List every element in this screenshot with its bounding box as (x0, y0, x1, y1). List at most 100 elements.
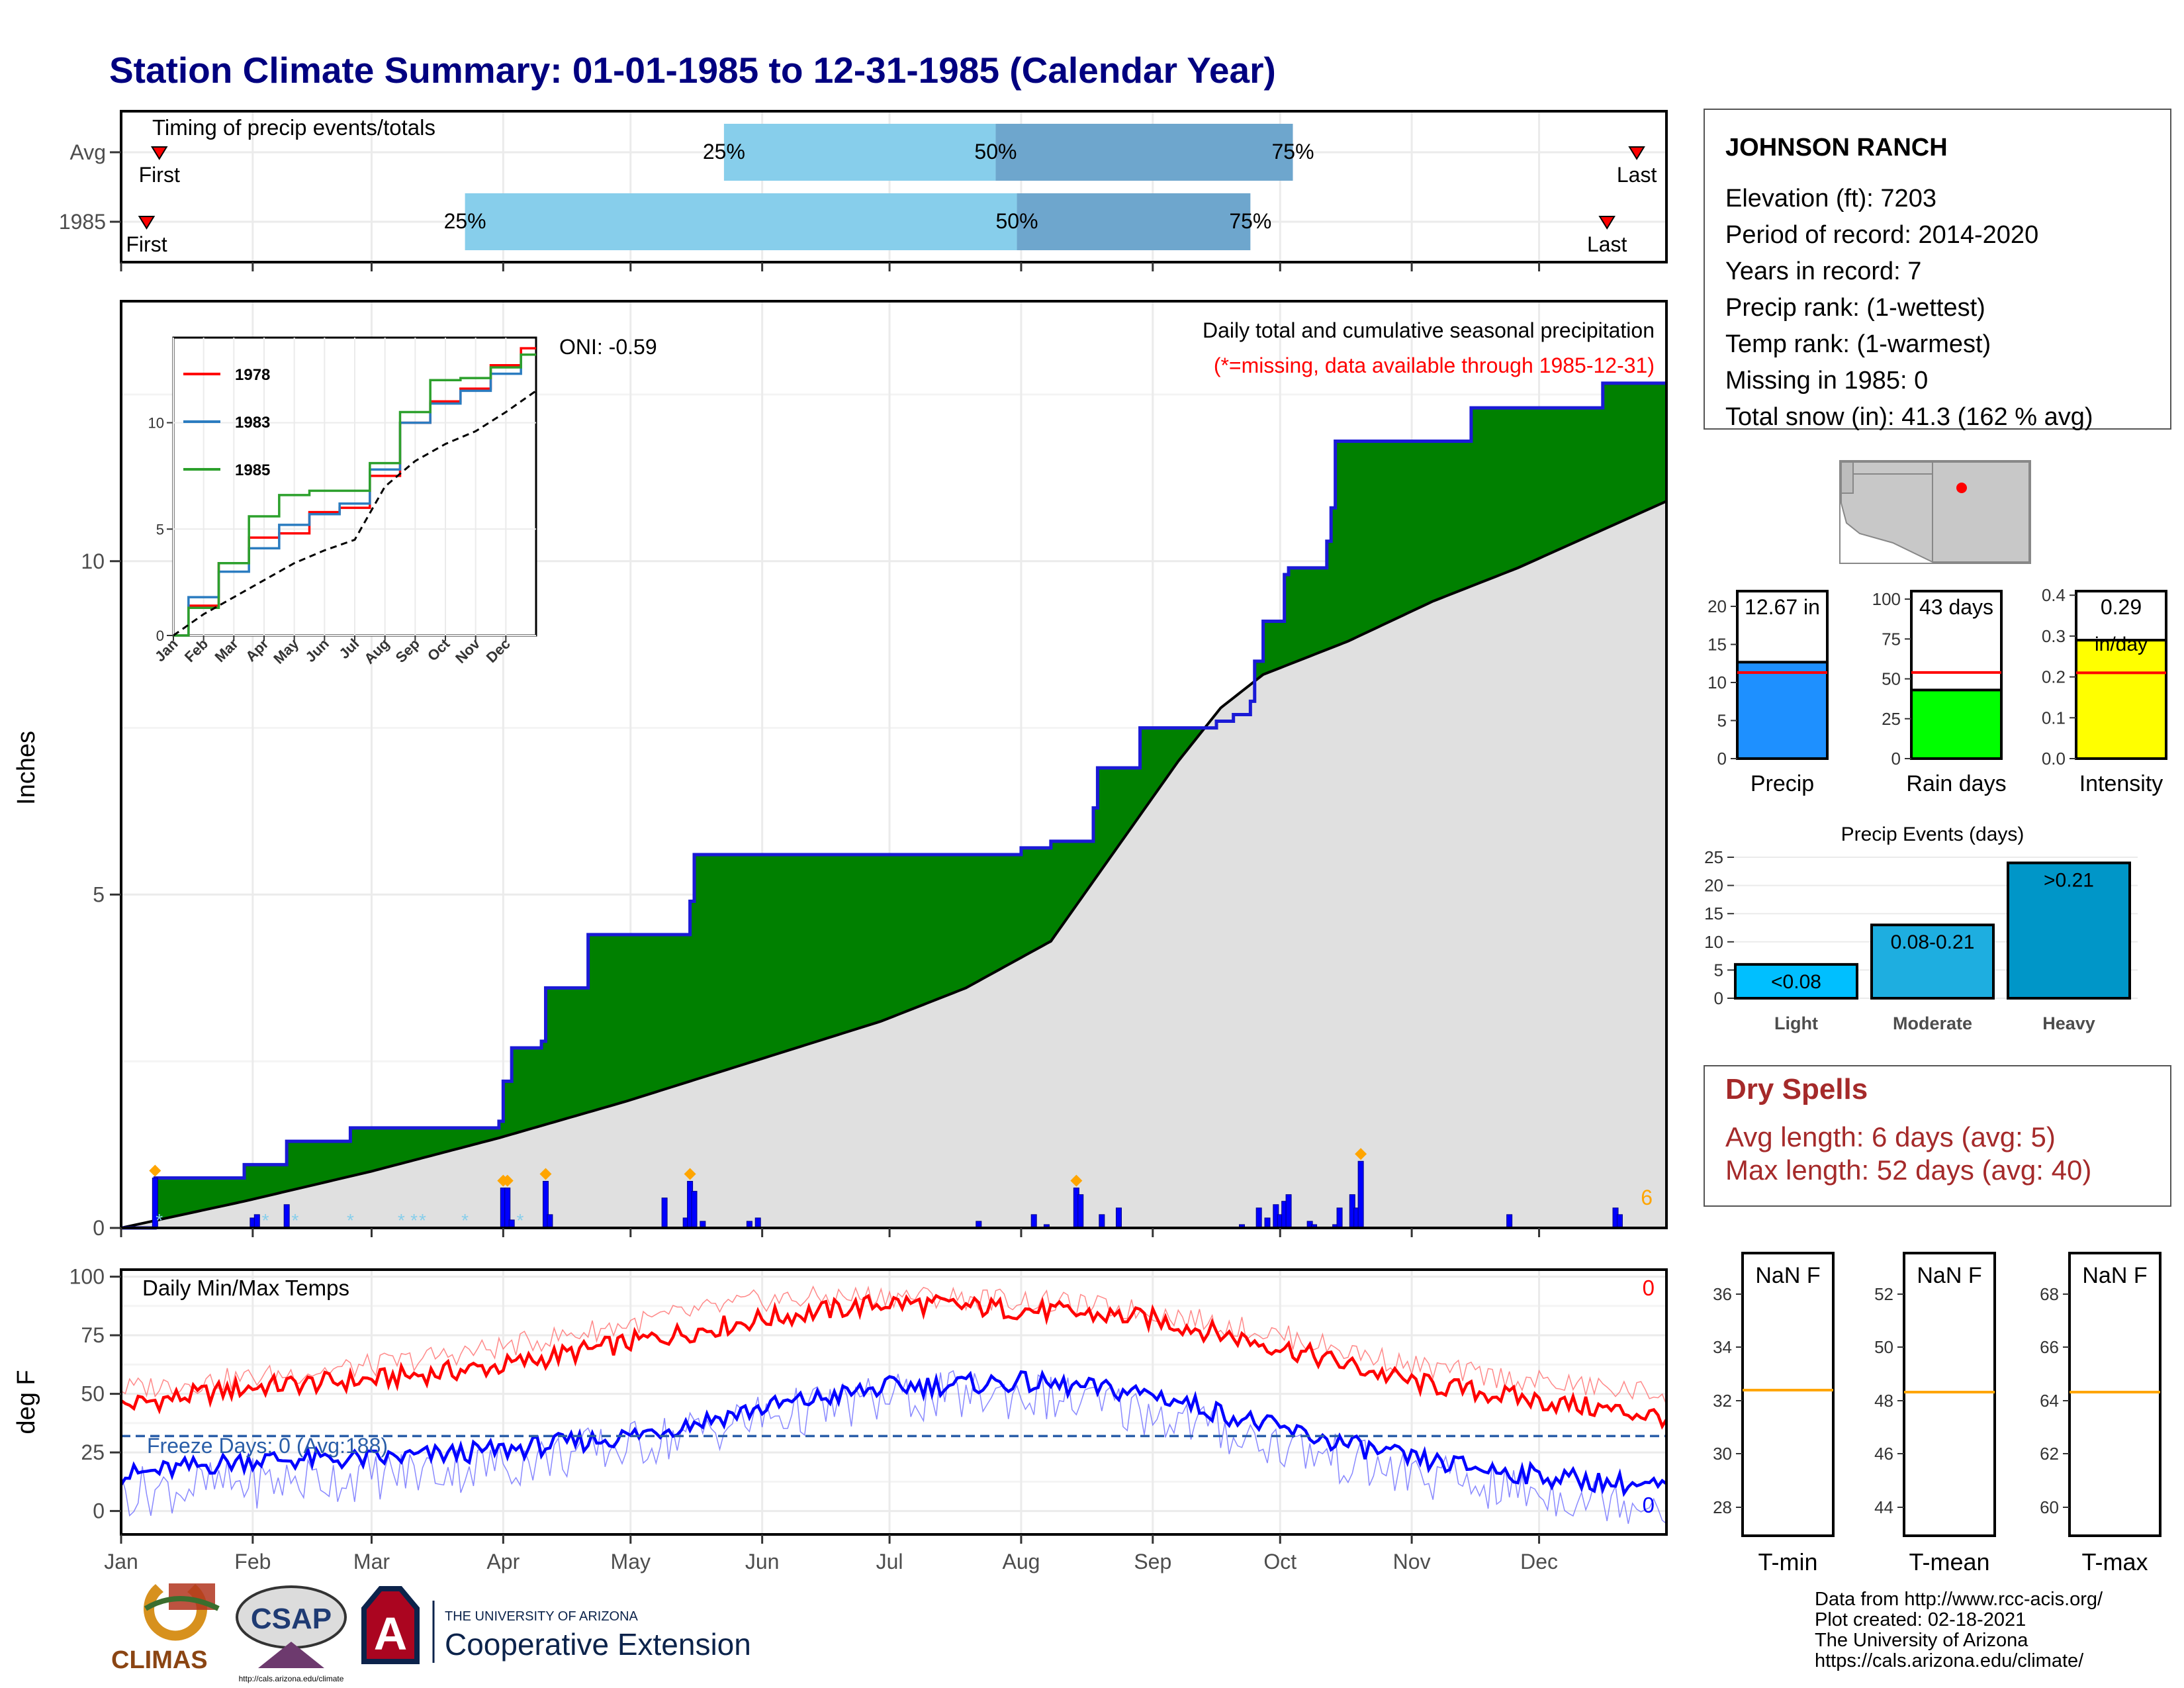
max-average-line (120, 1285, 1667, 1405)
station-info-line: Temp rank: (1-warmest) (1725, 330, 1991, 358)
summary-bar-tick-label: 0.2 (2042, 667, 2066, 687)
snow-marker: * (410, 1210, 418, 1231)
temp-box-label: T-max (2081, 1548, 2148, 1575)
temp-rank-boxes: 28 30 32 34 36 NaN F T-min 44 46 48 50 52 NaN F T-mea… (1713, 1252, 2161, 1575)
event-bar-inner-label: <0.08 (1771, 971, 1821, 993)
first-label: First (126, 232, 167, 256)
heavy-event-marker (684, 1168, 696, 1180)
timing-bar-25-50 (465, 193, 1017, 250)
temp-box-tick-label: 52 (1874, 1284, 1893, 1304)
snow-marker: * (517, 1210, 524, 1231)
events-ytick-label: 10 (1704, 932, 1723, 952)
locator-map (1839, 460, 2031, 564)
temp-month-label: Jan (104, 1550, 138, 1573)
inset-ytick-label: 0 (156, 628, 164, 644)
station-location-dot (1956, 483, 1967, 493)
precip-ytick-label: 10 (81, 549, 105, 573)
daily-min-line (120, 1369, 1668, 1497)
temp-box-tick-label: 48 (1874, 1391, 1893, 1411)
footer-line: The University of Arizona (1815, 1630, 2028, 1651)
inset-ytick-label: 5 (156, 521, 164, 538)
inset-legend-label: 1983 (235, 414, 270, 432)
climas-text: CLIMAS (111, 1646, 208, 1674)
summary-bar-tick-label: 75 (1882, 629, 1901, 649)
daily-precip-bar (1336, 1207, 1343, 1229)
daily-precip-bar (1285, 1194, 1292, 1229)
summary-bar-value-unit: in/day (2095, 633, 2148, 655)
timing-row-label: 1985 (59, 210, 106, 234)
footer-line: Plot created: 02-18-2021 (1815, 1609, 2026, 1630)
temp-box-tick-label: 46 (1874, 1444, 1893, 1464)
summary-bar-label: Intensity (2079, 771, 2163, 796)
inset-legend-label: 1985 (235, 461, 270, 479)
csap-logo: CSAP http://cals.arizona.edu/climate (236, 1585, 347, 1683)
heavy-event-marker (539, 1168, 552, 1180)
summary-bar-tick-label: 0.0 (2042, 749, 2066, 769)
summary-bar-label: Precip (1751, 771, 1814, 796)
summary-bar-tick-label: 0.3 (2042, 626, 2066, 646)
event-bar-inner-label: >0.21 (2044, 870, 2094, 892)
events-ytick-label: 5 (1714, 960, 1723, 980)
first-marker (150, 146, 168, 160)
heavy-event-marker (149, 1164, 161, 1177)
last-marker (1598, 216, 1615, 230)
temp-ytick-label: 0 (93, 1499, 105, 1523)
heavy-event-marker (1355, 1148, 1367, 1160)
dry-spells-title: Dry Spells (1725, 1073, 1868, 1105)
summary-bar-tick-label: 0.4 (2042, 585, 2066, 605)
summary-bar-value-label: 0.29 (2101, 595, 2142, 619)
temp-box-value: NaN F (1755, 1263, 1820, 1288)
station-info-line: Years in record: 7 (1725, 258, 1921, 285)
summary-bar-value (2075, 639, 2167, 760)
temp-box-tick-label: 36 (1713, 1284, 1732, 1304)
summary-bar-tick-label: 25 (1882, 709, 1901, 729)
temp-box-label: T-mean (1909, 1548, 1989, 1575)
timing-p75-label: 75% (1229, 209, 1271, 233)
summary-bar-tick-label: 100 (1872, 589, 1901, 609)
temp-box-tick-label: 30 (1713, 1444, 1732, 1464)
daily-precip-bar (754, 1217, 761, 1229)
first-marker (138, 216, 156, 230)
last-marker (1628, 146, 1645, 160)
event-bar-inner-label: 0.08-0.21 (1891, 931, 1975, 953)
station-name: JOHNSON RANCH (1725, 134, 1948, 162)
temp-month-label: May (611, 1550, 651, 1573)
ua-logo: A THE UNIVERSITY OF ARIZONA Cooperative … (361, 1586, 751, 1664)
daily-precip-bar (691, 1191, 698, 1229)
snow-marker: * (262, 1210, 269, 1231)
temp-month-label: Nov (1393, 1550, 1431, 1573)
temp-box-tick-label: 66 (2040, 1337, 2059, 1357)
min-average-line (120, 1370, 1667, 1524)
events-title: Precip Events (days) (1841, 823, 2025, 845)
inset-line-1985 (173, 353, 536, 637)
last-label: Last (1617, 163, 1657, 187)
station-info-line: Precip rank: (1-wettest) (1725, 294, 1985, 322)
summary-bar-value (1910, 688, 2003, 761)
timing-p50-label: 50% (996, 209, 1038, 233)
heavy-event-marker (501, 1174, 514, 1187)
summary-bar-value-label: 12.67 in (1745, 595, 1820, 619)
events-ytick-label: 0 (1714, 988, 1723, 1008)
temp-box-frame (1903, 1252, 1996, 1537)
daily-precip-bar (661, 1197, 668, 1229)
event-bar (1734, 962, 1858, 1000)
temp-month-label: Jun (745, 1550, 780, 1573)
inset-legend-label: 1978 (235, 366, 270, 384)
daily-precip-bar (253, 1214, 260, 1229)
dry-spells-box: Dry Spells Avg length: 6 days (avg: 5) M… (1704, 1065, 2171, 1207)
station-info-line: Elevation (ft): 7203 (1725, 185, 1936, 212)
temp-month-label: Apr (486, 1550, 520, 1573)
daily-precip-bar (1616, 1214, 1623, 1229)
average-cumulative-line (120, 500, 1667, 1229)
precip-ytick-label: 0 (93, 1216, 105, 1240)
timing-bar-25-50 (723, 124, 996, 181)
temp-ytick-label: 75 (81, 1323, 105, 1347)
heavy-event-marker (1070, 1174, 1083, 1187)
page-title: Station Climate Summary: 01-01-1985 to 1… (109, 50, 1276, 91)
temp-box-value: NaN F (2082, 1263, 2147, 1288)
csap-url: http://cals.arizona.edu/climate (239, 1674, 344, 1683)
summary-bar-value-label: 43 days (1919, 595, 1993, 619)
temp-ytick-label: 100 (69, 1265, 105, 1289)
